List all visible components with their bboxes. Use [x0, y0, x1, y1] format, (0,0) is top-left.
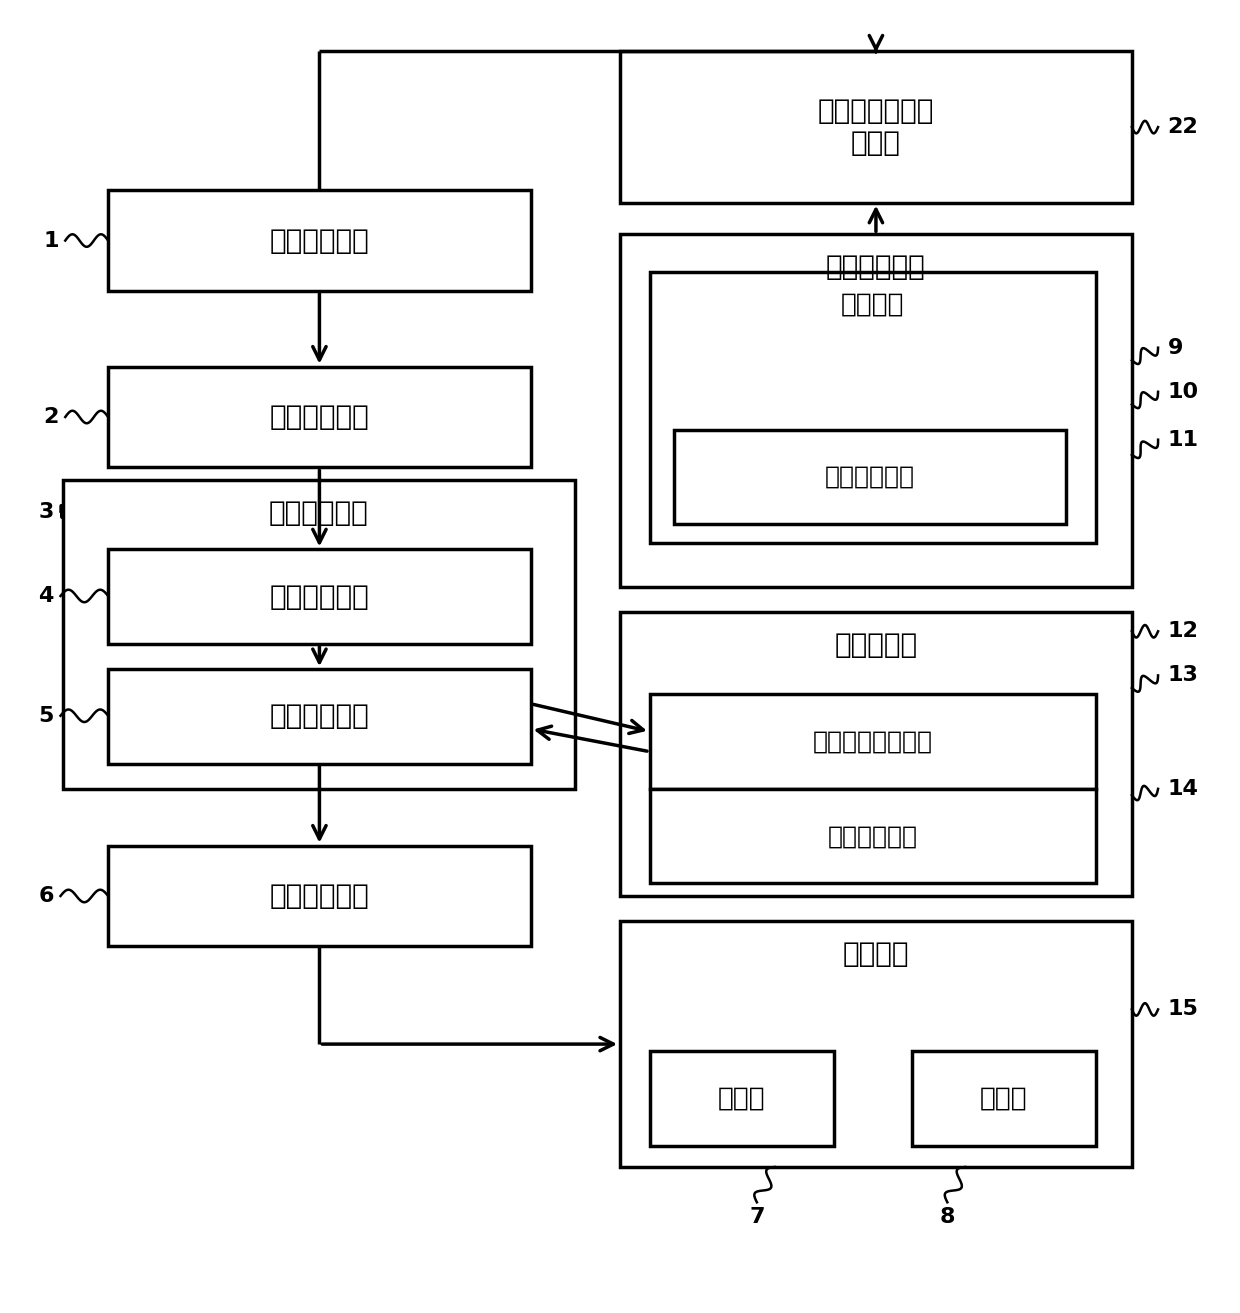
Text: 动态尿液参数监
测单元: 动态尿液参数监 测单元 — [817, 97, 934, 158]
Text: 数据对比模块: 数据对比模块 — [828, 825, 918, 848]
Text: 信号放大模块: 信号放大模块 — [269, 583, 370, 611]
Bar — [620, 922, 1132, 1167]
Bar — [650, 695, 1096, 789]
Text: 打印机: 打印机 — [718, 1086, 766, 1111]
Text: 11: 11 — [1168, 429, 1199, 449]
Bar — [108, 366, 531, 467]
Bar — [911, 1050, 1096, 1145]
Text: 4: 4 — [38, 586, 53, 607]
Bar — [650, 272, 1096, 544]
Text: 1: 1 — [43, 231, 58, 251]
Text: 8: 8 — [940, 1208, 955, 1228]
Bar — [650, 789, 1096, 884]
Text: 用户数据记录模块: 用户数据记录模块 — [813, 730, 932, 754]
Text: 5: 5 — [38, 706, 53, 726]
Text: 2: 2 — [43, 407, 58, 427]
Text: 14: 14 — [1168, 779, 1198, 798]
Text: 15: 15 — [1168, 999, 1198, 1019]
Text: 12: 12 — [1168, 621, 1198, 641]
Bar — [620, 234, 1132, 587]
Text: 输出模块: 输出模块 — [843, 940, 909, 968]
Text: 3: 3 — [38, 502, 53, 521]
Bar — [108, 670, 531, 764]
Text: 第二智能终端: 第二智能终端 — [269, 499, 368, 527]
Text: 无线通信模块: 无线通信模块 — [269, 403, 370, 431]
Bar — [108, 190, 531, 291]
Text: 显示器: 显示器 — [980, 1086, 1028, 1111]
Bar — [650, 1050, 835, 1145]
Text: 9: 9 — [1168, 337, 1183, 357]
Bar — [108, 846, 531, 947]
Text: 模数转化模块: 模数转化模块 — [269, 702, 370, 730]
Text: 7: 7 — [749, 1208, 765, 1228]
Bar — [620, 612, 1132, 895]
Bar — [673, 429, 1066, 524]
Bar — [108, 549, 531, 643]
Text: 检测容器: 检测容器 — [841, 291, 905, 318]
Text: 检测电极组件: 检测电极组件 — [825, 465, 915, 488]
Text: 10: 10 — [1168, 382, 1199, 402]
Text: 22: 22 — [1168, 117, 1198, 137]
Bar — [63, 481, 575, 789]
Text: 有线通信模块: 有线通信模块 — [269, 882, 370, 910]
Text: 第一智能终端: 第一智能终端 — [269, 227, 370, 255]
Text: 13: 13 — [1168, 666, 1198, 685]
Text: 6: 6 — [38, 886, 55, 906]
Text: 云端服务器: 云端服务器 — [835, 632, 918, 659]
Bar — [620, 51, 1132, 202]
Text: 尿样检测装置: 尿样检测装置 — [826, 253, 926, 281]
